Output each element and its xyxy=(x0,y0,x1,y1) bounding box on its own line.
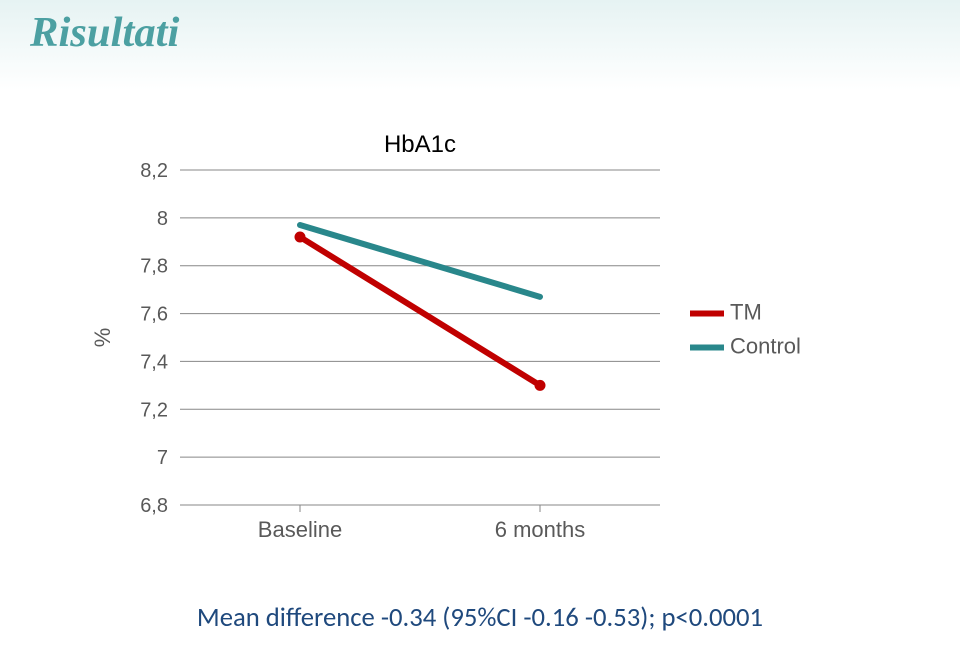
y-tick-label: 7,8 xyxy=(140,256,168,278)
page-title: Risultati xyxy=(30,8,179,57)
legend-label-tm: TM xyxy=(730,300,762,325)
y-tick-label: 7,2 xyxy=(140,399,168,421)
y-tick-label: 6,8 xyxy=(140,495,168,517)
y-tick-label: 7,4 xyxy=(140,351,168,373)
mean-difference-caption: Mean difference -0.34 (95%CI -0.16 -0.53… xyxy=(0,602,960,634)
y-axis-label: % xyxy=(90,328,115,348)
y-tick-label: 8 xyxy=(157,208,168,230)
series-marker-tm xyxy=(535,380,545,390)
y-tick-label: 7 xyxy=(157,447,168,469)
x-tick-label: Baseline xyxy=(258,517,342,542)
x-tick-label: 6 months xyxy=(495,517,586,542)
slide: Risultati HbA1c 6,8 7 7,2 7,4 7,6 7,8 8 8,2 Basel… xyxy=(0,0,960,656)
y-tick-label: 7,6 xyxy=(140,304,168,326)
y-tick-label: 8,2 xyxy=(140,160,168,182)
legend-label-control: Control xyxy=(730,334,801,359)
legend-swatch-tm xyxy=(690,311,724,317)
hba1c-line-chart: HbA1c 6,8 7 7,2 7,4 7,6 7,8 8 8,2 Baseline 6 month… xyxy=(80,120,840,560)
chart-title: HbA1c xyxy=(384,131,456,158)
series-marker-tm xyxy=(295,232,305,242)
legend-swatch-control xyxy=(690,345,724,351)
